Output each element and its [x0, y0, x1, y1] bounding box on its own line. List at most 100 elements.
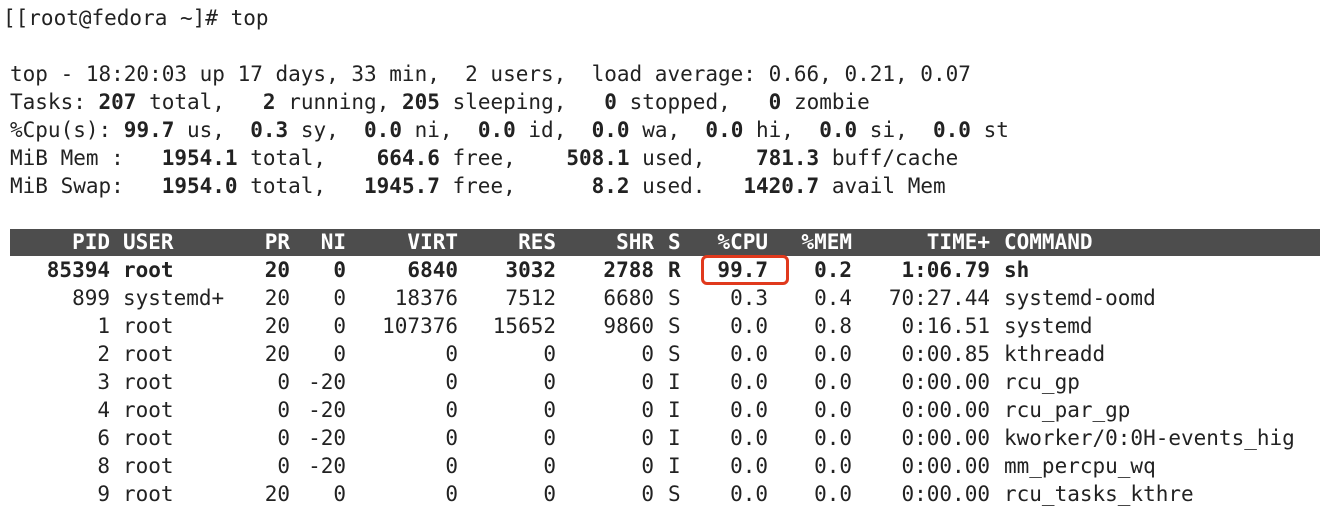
process-cell-command: systemd-oomd	[1004, 286, 1156, 310]
process-cell-shr: 0	[641, 342, 654, 366]
process-cell-res: 15652	[492, 314, 556, 338]
tasks-running: 2	[262, 90, 276, 114]
mem-label: MiB Mem :	[10, 146, 162, 170]
process-cell-cpu: 99.7	[717, 258, 768, 282]
mem-line: MiB Mem : 1954.1 total, 664.6 free, 508.…	[10, 144, 958, 172]
column-header-pid: PID	[72, 230, 110, 254]
process-cell-shr: 0	[641, 482, 654, 506]
swap-avail-label: avail Mem	[819, 174, 946, 198]
swap-avail: 1420.7	[743, 174, 820, 198]
process-cell-cpu: 0.0	[730, 482, 768, 506]
swap-label: MiB Swap:	[10, 174, 162, 198]
process-cell-mem: 0.0	[814, 426, 852, 450]
process-cell-s: R	[668, 258, 681, 282]
process-cell-s: S	[668, 314, 681, 338]
process-cell-pid: 899	[72, 286, 110, 310]
process-cell-user: systemd+	[123, 286, 225, 310]
process-cell-time: 0:00.00	[901, 370, 990, 394]
process-cell-command: kworker/0:0H-events_hig	[1004, 426, 1295, 450]
column-header-time: TIME+	[926, 230, 990, 254]
process-cell-shr: 0	[641, 426, 654, 450]
mem-used: 508.1	[566, 146, 630, 170]
process-cell-command: sh	[1004, 258, 1030, 282]
process-cell-mem: 0.2	[814, 258, 852, 282]
process-cell-virt: 18376	[394, 286, 458, 310]
process-cell-command: rcu_par_gp	[1004, 398, 1131, 422]
process-cell-virt: 0	[445, 482, 458, 506]
cpu-st: 0.0	[933, 118, 971, 142]
process-cell-pid: 6	[97, 426, 110, 450]
process-cell-pid: 2	[97, 342, 110, 366]
mem-free-label: free,	[439, 146, 567, 170]
process-cell-res: 7512	[505, 286, 556, 310]
process-cell-res: 0	[543, 342, 556, 366]
tasks-total: 207	[98, 90, 137, 114]
process-cell-res: 0	[543, 426, 556, 450]
cpu-highlight-box	[701, 255, 789, 285]
process-cell-s: S	[668, 286, 681, 310]
swap-used: 8.2	[591, 174, 630, 198]
process-cell-s: I	[668, 398, 681, 422]
tasks-zombie-label: zombie	[781, 90, 870, 114]
process-cell-shr: 0	[641, 398, 654, 422]
process-cell-res: 0	[543, 482, 556, 506]
process-cell-shr: 6680	[603, 286, 654, 310]
mem-used-label: used,	[629, 146, 756, 170]
column-header-cpu: %CPU	[717, 230, 768, 254]
process-cell-cpu: 0.0	[730, 426, 768, 450]
process-cell-user: root	[123, 258, 174, 282]
process-cell-pr: 20	[264, 482, 290, 506]
process-cell-time: 1:06.79	[901, 258, 990, 282]
process-cell-pid: 4	[97, 398, 110, 422]
process-cell-pid: 8	[97, 454, 110, 478]
process-cell-s: S	[668, 342, 681, 366]
tasks-running-label: running,	[275, 90, 402, 114]
cpu-hi: 0.0	[705, 118, 744, 142]
process-cell-virt: 0	[445, 426, 458, 450]
process-cell-command: systemd	[1004, 314, 1093, 338]
process-cell-time: 0:00.00	[901, 398, 990, 422]
process-cell-shr: 0	[641, 454, 654, 478]
cpu-sy-label: sy,	[288, 118, 365, 142]
process-cell-mem: 0.4	[814, 286, 852, 310]
process-cell-ni: -20	[308, 426, 346, 450]
swap-line: MiB Swap: 1954.0 total, 1945.7 free, 8.2…	[10, 172, 946, 200]
process-cell-time: 0:00.00	[901, 454, 990, 478]
column-header-user: USER	[123, 230, 174, 254]
process-cell-mem: 0.0	[814, 454, 852, 478]
column-header-pr: PR	[264, 230, 290, 254]
mem-buff-label: buff/cache	[819, 146, 959, 170]
process-cell-cpu: 0.0	[730, 342, 768, 366]
process-cell-shr: 2788	[603, 258, 654, 282]
process-cell-cpu: 0.0	[730, 370, 768, 394]
swap-used-label: used.	[629, 174, 744, 198]
process-cell-virt: 107376	[382, 314, 458, 338]
process-cell-shr: 0	[641, 370, 654, 394]
process-cell-pr: 20	[264, 342, 290, 366]
process-cell-res: 0	[543, 370, 556, 394]
process-cell-res: 0	[543, 398, 556, 422]
shell-prompt: [[root@fedora ~]# top	[3, 6, 269, 30]
process-table-header	[10, 229, 1320, 256]
column-header-mem: %MEM	[801, 230, 852, 254]
cpu-ni-label: ni,	[401, 118, 478, 142]
process-cell-user: root	[123, 454, 174, 478]
process-cell-command: kthreadd	[1004, 342, 1106, 366]
cpu-wa: 0.0	[591, 118, 630, 142]
swap-free: 1945.7	[364, 174, 440, 198]
cpu-us-label: us,	[174, 118, 251, 142]
process-cell-cpu: 0.0	[730, 398, 768, 422]
column-header-s: S	[668, 230, 681, 254]
process-cell-time: 0:16.51	[901, 314, 990, 338]
tasks-stopped-label: stopped,	[616, 90, 769, 114]
mem-total: 1954.1	[161, 146, 238, 170]
process-cell-ni: 0	[333, 286, 346, 310]
mem-total-label: total,	[237, 146, 377, 170]
process-cell-res: 0	[543, 454, 556, 478]
cpu-id-label: id,	[515, 118, 592, 142]
process-cell-mem: 0.0	[814, 398, 852, 422]
cpu-si: 0.0	[819, 118, 858, 142]
process-cell-s: I	[668, 426, 681, 450]
process-cell-time: 70:27.44	[888, 286, 990, 310]
process-cell-pr: 20	[264, 314, 290, 338]
